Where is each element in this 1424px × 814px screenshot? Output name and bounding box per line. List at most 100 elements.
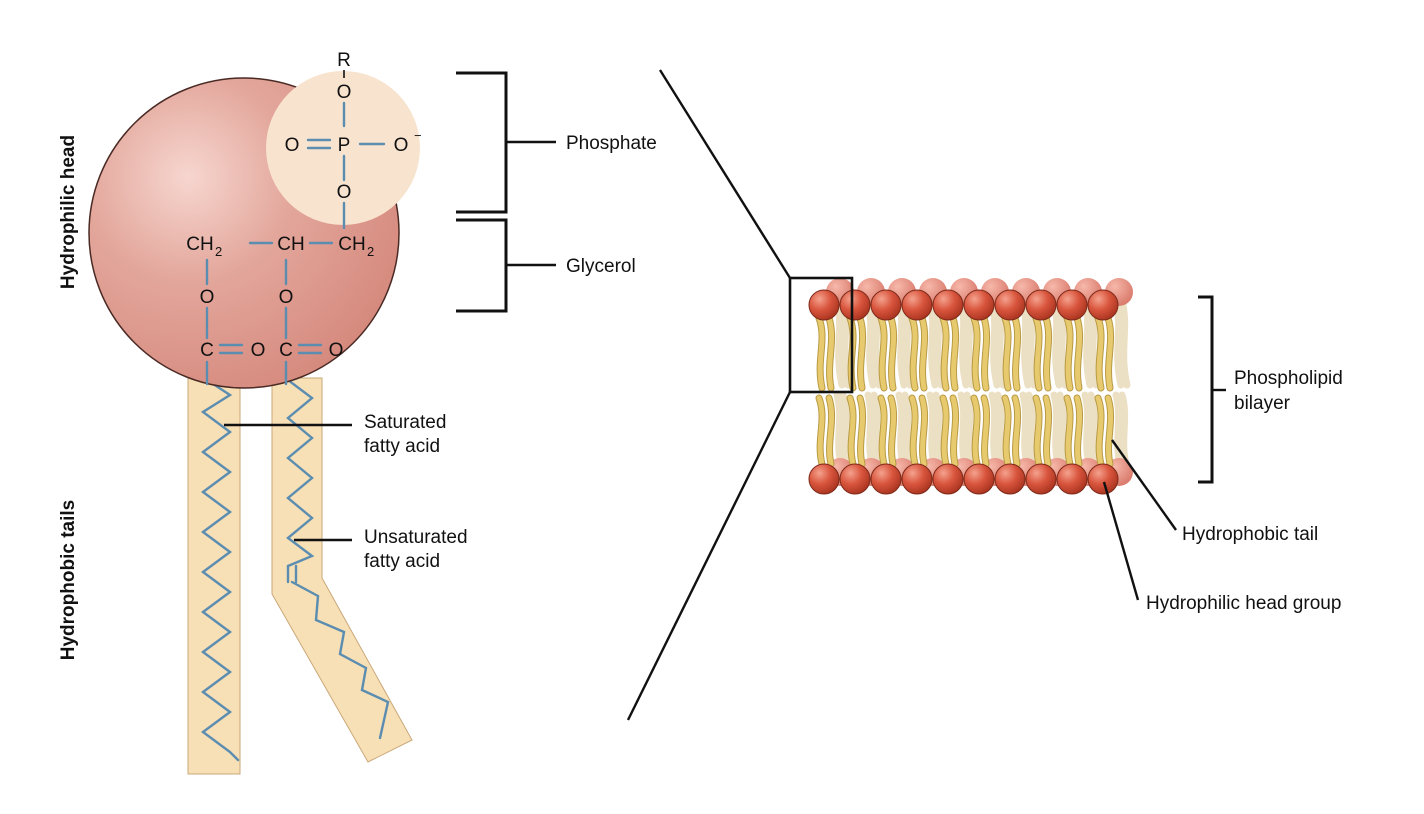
sub-2-right: 2 — [367, 244, 374, 259]
tail-leader — [1111, 439, 1177, 531]
bilayer-label-line1: Phospholipid — [1234, 368, 1343, 389]
atom-o-carbonyl-left: O — [251, 340, 266, 361]
unsaturated-label-line1: Unsaturated — [364, 527, 468, 548]
upper-tail — [971, 315, 980, 391]
upper-head-bead — [839, 289, 871, 321]
back-lower-tail — [901, 391, 914, 472]
saturated-label-line1: Saturated — [364, 412, 446, 433]
lower-tail — [878, 395, 887, 467]
lower-head-bead — [839, 463, 871, 495]
zoom-line-bottom — [626, 391, 792, 721]
atom-r: R — [337, 50, 351, 71]
back-upper-tail — [1081, 296, 1094, 389]
upper-tail — [1064, 315, 1073, 391]
charge-minus: − — [414, 128, 422, 143]
back-lower-tail — [1019, 391, 1032, 472]
atom-ch: CH — [277, 234, 304, 255]
upper-head-bead — [1025, 289, 1057, 321]
upper-tail — [888, 315, 897, 391]
back-upper-tail — [864, 296, 877, 389]
saturated-carbon-chain — [200, 378, 240, 762]
lower-tail — [1043, 395, 1052, 467]
lower-head-bead — [870, 463, 902, 495]
lower-tail — [919, 395, 928, 467]
upper-tail — [1012, 315, 1021, 391]
lower-tail — [888, 395, 897, 467]
atom-o-double: O — [285, 135, 300, 156]
lower-tail — [816, 395, 825, 467]
lower-tail — [950, 395, 959, 467]
zoom-box — [788, 276, 854, 394]
back-upper-tail — [895, 296, 908, 389]
atom-p: P — [338, 135, 351, 156]
glycerol-bracket — [456, 218, 508, 313]
back-upper-tail — [988, 296, 1001, 389]
back-upper-tail — [1112, 296, 1125, 389]
lower-head-bead — [994, 463, 1026, 495]
lower-tail — [826, 395, 835, 467]
atom-o-ester-right: O — [279, 287, 294, 308]
hydrophilic-head: R O O P O − O CH 2 CH CH 2 O O C O C O — [88, 50, 422, 389]
lower-tail — [1002, 395, 1011, 467]
lower-tail — [1033, 395, 1042, 467]
hydrophilic-head-side-label: Hydrophilic head — [58, 135, 79, 289]
upper-tail — [1095, 315, 1104, 391]
lower-tail — [847, 395, 856, 467]
phosphate-label: Phosphate — [566, 133, 657, 154]
back-lower-tail — [1050, 391, 1063, 472]
back-lower-tail — [833, 391, 846, 472]
saturated-label-line2: fatty acid — [364, 436, 440, 457]
upper-tail — [816, 315, 825, 391]
unsaturated-carbon-chain-upper — [286, 378, 315, 568]
fatty-acid-tails — [187, 377, 413, 775]
lower-tail — [1012, 395, 1021, 467]
upper-head-bead — [870, 289, 902, 321]
back-lower-tail — [1056, 391, 1069, 472]
back-lower-tail — [870, 391, 883, 472]
atom-c-left: C — [200, 340, 214, 361]
back-lower-tail — [994, 391, 1007, 472]
upper-tail — [919, 315, 928, 391]
hydrophobic-tails-side-label: Hydrophobic tails — [58, 500, 79, 660]
hydrophobic-tail-label: Hydrophobic tail — [1182, 524, 1318, 545]
upper-head-bead — [994, 289, 1026, 321]
lower-tail — [1105, 395, 1114, 467]
upper-tail — [1002, 315, 1011, 391]
phosphate-bracket — [456, 71, 508, 214]
upper-tail — [857, 315, 866, 391]
lower-head-bead — [963, 463, 995, 495]
head-group-leader — [1102, 481, 1140, 601]
back-lower-tail — [1025, 391, 1038, 472]
upper-tail — [878, 315, 887, 391]
lower-head-bead — [1056, 463, 1088, 495]
upper-tail — [1043, 315, 1052, 391]
lower-head-bead — [1087, 463, 1119, 495]
upper-tail — [1105, 315, 1114, 391]
back-lower-tail — [864, 391, 877, 472]
bilayer-bracket — [1198, 295, 1214, 484]
upper-tail — [981, 315, 990, 391]
back-lower-tail — [1112, 391, 1125, 472]
back-lower-tail — [1081, 391, 1094, 472]
lower-tail — [971, 395, 980, 467]
unsaturated-label-line2: fatty acid — [364, 551, 440, 572]
lower-tail — [909, 395, 918, 467]
atom-ch2-right: CH — [338, 234, 365, 255]
atom-o-ester-left: O — [200, 287, 215, 308]
lower-tail — [1074, 395, 1083, 467]
back-lower-tail — [926, 391, 939, 472]
head-brackets — [456, 71, 556, 313]
upper-head-bead — [1087, 289, 1119, 321]
hydrophilic-head-group-label: Hydrophilic head group — [1146, 593, 1341, 614]
glycerol-label: Glycerol — [566, 256, 636, 277]
upper-tail — [1033, 315, 1042, 391]
back-upper-tail — [957, 296, 970, 389]
back-upper-tail — [833, 296, 846, 389]
back-lower-tail — [839, 391, 852, 472]
upper-head-bead — [901, 289, 933, 321]
atom-o-top: O — [337, 82, 352, 103]
atom-c-right: C — [279, 340, 293, 361]
upper-tail — [940, 315, 949, 391]
